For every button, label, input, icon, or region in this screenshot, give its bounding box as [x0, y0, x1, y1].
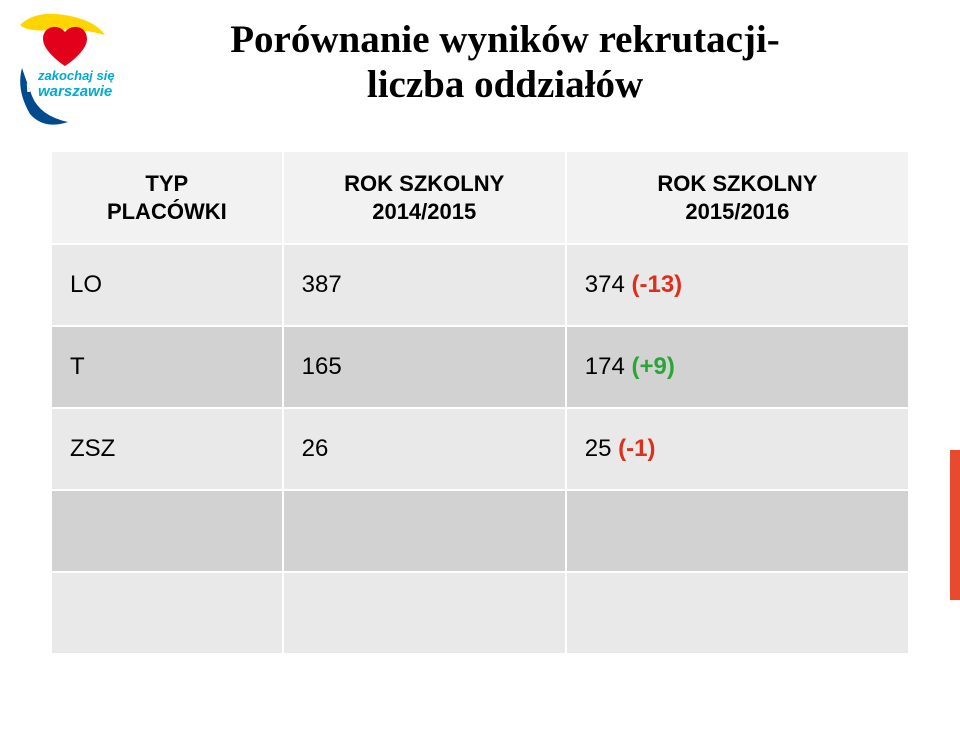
header-type-l1: TYP: [145, 171, 188, 196]
header-prev-l2: 2014/2015: [372, 199, 476, 224]
delta-value: (-1): [618, 435, 655, 462]
cell-empty: [283, 572, 566, 654]
cell-empty: [51, 572, 283, 654]
header-prev-l1: ROK SZKOLNY: [344, 171, 504, 196]
header-curr-l1: ROK SZKOLNY: [657, 171, 817, 196]
table-row-empty: [51, 572, 909, 654]
header-year-curr: ROK SZKOLNY 2015/2016: [566, 151, 909, 244]
header-type: TYP PLACÓWKI: [51, 151, 283, 244]
cell-empty: [283, 490, 566, 572]
table-row: ZSZ2625 (-1): [51, 408, 909, 490]
comparison-table-wrap: TYP PLACÓWKI ROK SZKOLNY 2014/2015 ROK S…: [50, 150, 910, 655]
cell-empty: [51, 490, 283, 572]
cell-type: T: [51, 326, 283, 408]
cell-curr-year: 374 (-13): [566, 244, 909, 326]
table-row: LO387374 (-13): [51, 244, 909, 326]
title-line-2: liczba oddziałów: [367, 63, 643, 106]
cell-empty: [566, 490, 909, 572]
table-row-empty: [51, 490, 909, 572]
title-line-1: Porównanie wyników rekrutacji-: [230, 18, 780, 61]
cell-curr-year: 174 (+9): [566, 326, 909, 408]
table-header-row: TYP PLACÓWKI ROK SZKOLNY 2014/2015 ROK S…: [51, 151, 909, 244]
header-type-l2: PLACÓWKI: [107, 199, 227, 224]
cell-curr-year: 25 (-1): [566, 408, 909, 490]
cell-prev-year: 165: [283, 326, 566, 408]
logo-w: w: [26, 79, 40, 96]
cell-empty: [566, 572, 909, 654]
delta-value: (+9): [632, 353, 675, 380]
table-row: T165174 (+9): [51, 326, 909, 408]
header-year-prev: ROK SZKOLNY 2014/2015: [283, 151, 566, 244]
comparison-table: TYP PLACÓWKI ROK SZKOLNY 2014/2015 ROK S…: [50, 150, 910, 655]
table-body: LO387374 (-13)T165174 (+9)ZSZ2625 (-1): [51, 244, 909, 654]
side-accent-bar: [950, 450, 960, 600]
cell-type: ZSZ: [51, 408, 283, 490]
cell-type: LO: [51, 244, 283, 326]
delta-value: (-13): [632, 271, 683, 298]
cell-prev-year: 26: [283, 408, 566, 490]
page-title: Porównanie wyników rekrutacji- liczba od…: [90, 18, 920, 108]
header-curr-l2: 2015/2016: [685, 199, 789, 224]
cell-prev-year: 387: [283, 244, 566, 326]
